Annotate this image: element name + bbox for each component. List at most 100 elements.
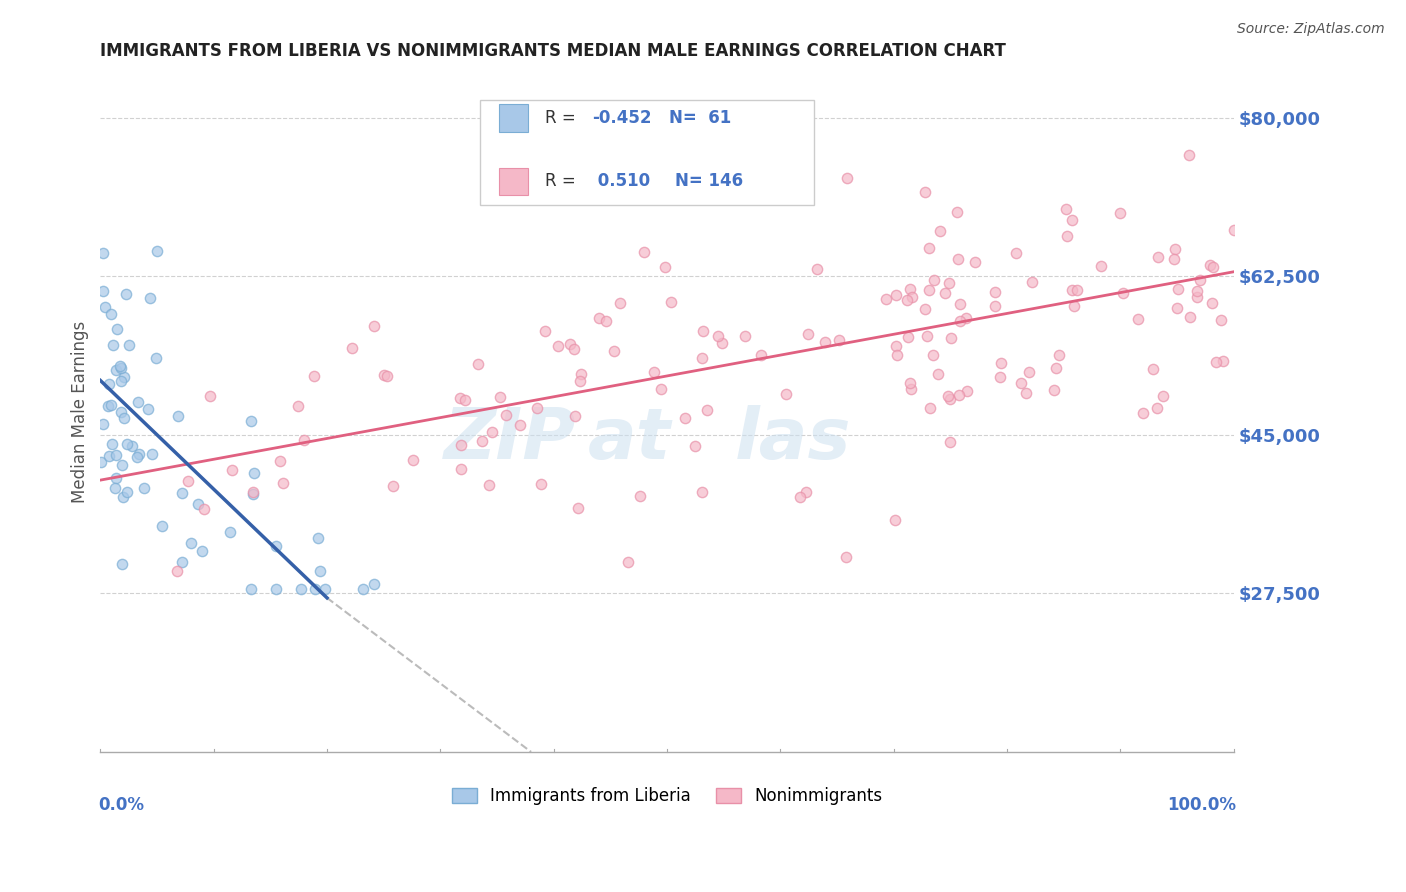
Point — [1166, 301, 1188, 315]
Point — [927, 368, 949, 382]
Point — [340, 341, 363, 355]
Point — [963, 254, 986, 268]
Point — [1047, 349, 1070, 363]
Text: R =: R = — [544, 109, 581, 127]
Point — [914, 302, 936, 317]
Point — [1178, 148, 1201, 162]
Point — [875, 293, 897, 307]
Point — [558, 336, 581, 351]
Point — [98, 449, 121, 463]
Point — [1054, 202, 1077, 216]
Point — [373, 368, 395, 382]
Point — [948, 252, 970, 266]
Point — [934, 285, 956, 300]
Point — [1126, 312, 1149, 326]
Point — [1042, 383, 1064, 397]
Point — [789, 491, 811, 505]
Point — [114, 286, 136, 301]
Point — [941, 331, 963, 345]
Point — [633, 244, 655, 259]
Point — [936, 389, 959, 403]
Point — [835, 549, 858, 564]
Point — [955, 310, 977, 325]
Point — [239, 414, 262, 428]
Text: 100.0%: 100.0% — [1167, 796, 1236, 814]
Point — [139, 291, 162, 305]
Y-axis label: Median Male Earnings: Median Male Earnings — [72, 321, 89, 503]
Point — [567, 500, 589, 515]
Point — [292, 433, 315, 447]
Point — [939, 392, 962, 407]
Point — [990, 370, 1012, 384]
Point — [489, 390, 512, 404]
Point — [1163, 252, 1185, 267]
Point — [938, 277, 960, 291]
Point — [564, 409, 586, 424]
Point — [381, 479, 404, 493]
Point — [775, 387, 797, 401]
Point — [375, 368, 398, 383]
Point — [105, 448, 128, 462]
Point — [121, 439, 143, 453]
Point — [264, 582, 287, 596]
Point — [1188, 273, 1211, 287]
Point — [1018, 365, 1040, 379]
Text: -0.452: -0.452 — [592, 109, 652, 127]
Point — [287, 399, 309, 413]
Point — [1202, 260, 1225, 274]
Point — [1045, 361, 1067, 376]
Point — [269, 454, 291, 468]
Point — [242, 487, 264, 501]
Point — [91, 417, 114, 432]
Point — [595, 314, 617, 328]
Point — [221, 462, 243, 476]
Point — [1212, 353, 1234, 368]
Point — [242, 467, 264, 481]
Point — [111, 458, 134, 472]
Point — [191, 543, 214, 558]
Point — [105, 363, 128, 377]
Point — [101, 437, 124, 451]
FancyBboxPatch shape — [499, 168, 527, 194]
Point — [450, 438, 472, 452]
Point — [352, 582, 374, 596]
Point — [454, 392, 477, 407]
Point — [949, 314, 972, 328]
Point — [1187, 290, 1209, 304]
Point — [609, 296, 631, 310]
Point — [242, 485, 264, 500]
Point — [749, 349, 772, 363]
Point — [481, 425, 503, 439]
Point — [309, 564, 332, 578]
Point — [167, 409, 190, 424]
Point — [146, 244, 169, 258]
Point — [91, 284, 114, 298]
Point — [471, 434, 494, 448]
Point — [450, 461, 472, 475]
Point — [1060, 212, 1083, 227]
Point — [603, 344, 626, 359]
Point — [1164, 242, 1187, 256]
Point — [529, 477, 551, 491]
Point — [990, 356, 1012, 370]
Point — [814, 334, 837, 349]
Point — [650, 382, 672, 396]
Point — [918, 401, 941, 416]
Point — [1010, 376, 1032, 391]
Point — [734, 329, 756, 343]
Point — [1222, 223, 1244, 237]
Point — [884, 339, 907, 353]
Point — [534, 324, 557, 338]
Point — [104, 471, 127, 485]
Point — [100, 307, 122, 321]
Point — [101, 338, 124, 352]
Point — [108, 359, 131, 373]
Point — [495, 408, 517, 422]
Text: las: las — [735, 405, 852, 474]
Point — [547, 339, 569, 353]
Point — [1201, 295, 1223, 310]
Point — [562, 342, 585, 356]
Point — [690, 351, 713, 365]
Point — [110, 360, 132, 375]
Point — [166, 564, 188, 578]
